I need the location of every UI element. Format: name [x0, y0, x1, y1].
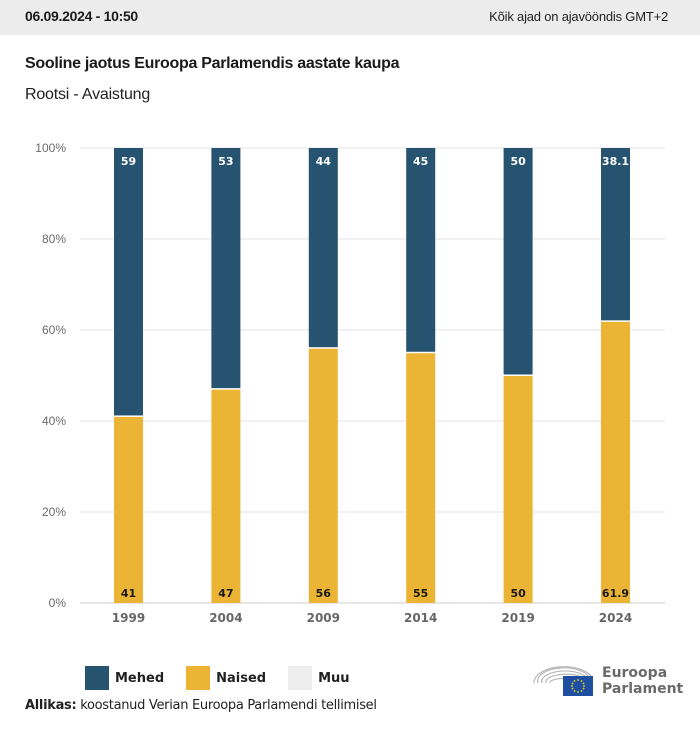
bar-segment-naised [308, 348, 338, 603]
bar-segment-mehed [308, 148, 338, 348]
legend-label: Mehed [115, 670, 165, 686]
y-tick-label: 20% [42, 505, 66, 519]
y-tick-label: 100% [35, 141, 66, 155]
legend-label: Naised [216, 670, 267, 686]
chart-title: Sooline jaotus Euroopa Parlamendis aasta… [25, 55, 400, 72]
header-bar: 06.09.2024 - 10:50 Kõik ajad on ajavöönd… [0, 0, 700, 35]
data-label-naised: 41 [121, 587, 136, 600]
data-label-mehed: 38.1 [602, 155, 629, 168]
legend-item-muu[interactable]: Muu [288, 666, 350, 690]
data-label-mehed: 45 [413, 155, 428, 168]
legend-swatch-mehed [85, 666, 109, 690]
data-label-mehed: 50 [510, 155, 526, 168]
data-label-naised: 50 [510, 587, 526, 600]
data-label-naised: 55 [413, 587, 428, 600]
legend-swatch-naised [186, 666, 211, 690]
source-note: Allikas: koostanud Verian Euroopa Parlam… [25, 698, 377, 713]
bar-segment-naised [114, 416, 143, 603]
european-parliament-logo: Euroopa Parlament [530, 659, 683, 701]
timestamp: 06.09.2024 - 10:50 [25, 8, 138, 24]
logo-line-1: Euroopa [602, 665, 668, 681]
source-prefix: Allikas: [25, 698, 77, 713]
legend-swatch-muu [288, 666, 313, 690]
timezone-note: Kõik ajad on ajavööndis GMT+2 [489, 9, 668, 24]
x-tick-label: 2009 [307, 611, 340, 625]
y-tick-label: 80% [42, 232, 66, 246]
bar-segment-mehed [503, 148, 533, 375]
x-tick-label: 2019 [501, 611, 534, 625]
y-tick-label: 60% [42, 323, 66, 337]
x-tick-label: 1999 [112, 611, 145, 625]
x-tick-label: 2014 [404, 611, 437, 625]
data-label-naised: 56 [316, 587, 332, 600]
legend-item-naised[interactable]: Naised [186, 666, 266, 690]
data-label-mehed: 53 [218, 155, 233, 168]
data-label-naised: 61.9 [602, 587, 629, 600]
bar-segment-mehed [601, 148, 630, 321]
x-tick-label: 2024 [599, 611, 632, 625]
bar-segment-naised [211, 389, 241, 603]
bar-segment-mehed [114, 148, 143, 416]
bar-segment-naised [601, 321, 630, 603]
bar-segment-mehed [406, 148, 436, 352]
logo-line-2: Parlament [602, 681, 684, 697]
chart-subtitle: Rootsi - Avaistung [25, 86, 151, 103]
bar-segment-naised [406, 353, 436, 603]
bar-segment-mehed [211, 148, 241, 389]
data-label-mehed: 59 [121, 155, 136, 168]
bar-segment-naised [503, 376, 533, 603]
y-tick-label: 0% [49, 596, 67, 610]
legend-item-mehed[interactable]: Mehed [85, 666, 164, 690]
data-label-naised: 47 [218, 587, 233, 600]
data-label-mehed: 44 [316, 155, 332, 168]
stacked-bar-chart: 0% 20% 40% 60% 80% 100% 59 41 1999 53 47 2004 44 56 20… [35, 141, 665, 625]
hemicycle-flag-icon [533, 666, 593, 696]
y-tick-label: 40% [42, 414, 66, 428]
legend-label: Muu [318, 670, 350, 686]
x-tick-label: 2004 [209, 611, 242, 625]
source-text: koostanud Verian Euroopa Parlamendi tell… [76, 698, 377, 713]
logo-text: Euroopa Parlament [602, 665, 683, 697]
legend: Mehed Naised Muu [85, 666, 372, 690]
